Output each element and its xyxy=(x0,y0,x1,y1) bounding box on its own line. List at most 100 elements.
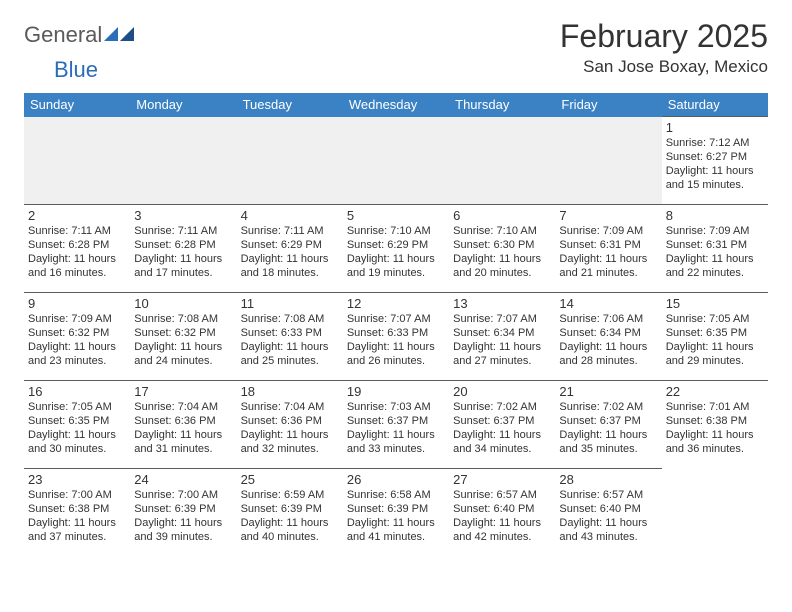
day-cell: 15Sunrise: 7:05 AMSunset: 6:35 PMDayligh… xyxy=(662,293,768,381)
day-cell-blank xyxy=(662,469,768,557)
sunset-text: Sunset: 6:35 PM xyxy=(666,327,764,341)
sunrise-text: Sunrise: 7:09 AM xyxy=(559,225,657,239)
sunset-text: Sunset: 6:28 PM xyxy=(28,239,126,253)
day-cell: 6Sunrise: 7:10 AMSunset: 6:30 PMDaylight… xyxy=(449,205,555,293)
day-number: 21 xyxy=(559,384,657,400)
sunset-text: Sunset: 6:39 PM xyxy=(347,503,445,517)
day-cell: 25Sunrise: 6:59 AMSunset: 6:39 PMDayligh… xyxy=(237,469,343,557)
sunrise-text: Sunrise: 7:10 AM xyxy=(453,225,551,239)
location-subtitle: San Jose Boxay, Mexico xyxy=(560,57,768,77)
sunrise-text: Sunrise: 7:08 AM xyxy=(241,313,339,327)
day-cell: 21Sunrise: 7:02 AMSunset: 6:37 PMDayligh… xyxy=(555,381,661,469)
sunset-text: Sunset: 6:36 PM xyxy=(241,415,339,429)
day-cell: 7Sunrise: 7:09 AMSunset: 6:31 PMDaylight… xyxy=(555,205,661,293)
daylight-text: Daylight: 11 hours and 34 minutes. xyxy=(453,429,551,457)
day-number: 16 xyxy=(28,384,126,400)
daylight-text: Daylight: 11 hours and 27 minutes. xyxy=(453,341,551,369)
sunrise-text: Sunrise: 6:59 AM xyxy=(241,489,339,503)
sunrise-text: Sunrise: 7:06 AM xyxy=(559,313,657,327)
daylight-text: Daylight: 11 hours and 39 minutes. xyxy=(134,517,232,545)
day-number: 27 xyxy=(453,472,551,488)
daylight-text: Daylight: 11 hours and 24 minutes. xyxy=(134,341,232,369)
sunset-text: Sunset: 6:35 PM xyxy=(28,415,126,429)
day-cell: 2Sunrise: 7:11 AMSunset: 6:28 PMDaylight… xyxy=(24,205,130,293)
day-cell: 12Sunrise: 7:07 AMSunset: 6:33 PMDayligh… xyxy=(343,293,449,381)
daylight-text: Daylight: 11 hours and 20 minutes. xyxy=(453,253,551,281)
sunrise-text: Sunrise: 7:00 AM xyxy=(28,489,126,503)
day-cell-blank xyxy=(130,117,236,205)
sunset-text: Sunset: 6:38 PM xyxy=(28,503,126,517)
daylight-text: Daylight: 11 hours and 16 minutes. xyxy=(28,253,126,281)
sunrise-text: Sunrise: 7:00 AM xyxy=(134,489,232,503)
day-cell: 17Sunrise: 7:04 AMSunset: 6:36 PMDayligh… xyxy=(130,381,236,469)
weekday-header: Wednesday xyxy=(343,93,449,117)
day-cell-blank xyxy=(237,117,343,205)
daylight-text: Daylight: 11 hours and 41 minutes. xyxy=(347,517,445,545)
day-number: 9 xyxy=(28,296,126,312)
sunset-text: Sunset: 6:37 PM xyxy=(347,415,445,429)
daylight-text: Daylight: 11 hours and 26 minutes. xyxy=(347,341,445,369)
sunrise-text: Sunrise: 7:09 AM xyxy=(28,313,126,327)
day-cell: 20Sunrise: 7:02 AMSunset: 6:37 PMDayligh… xyxy=(449,381,555,469)
day-number: 7 xyxy=(559,208,657,224)
day-cell: 28Sunrise: 6:57 AMSunset: 6:40 PMDayligh… xyxy=(555,469,661,557)
sunrise-text: Sunrise: 7:11 AM xyxy=(28,225,126,239)
daylight-text: Daylight: 11 hours and 22 minutes. xyxy=(666,253,764,281)
sunset-text: Sunset: 6:40 PM xyxy=(559,503,657,517)
sunset-text: Sunset: 6:34 PM xyxy=(559,327,657,341)
day-cell: 8Sunrise: 7:09 AMSunset: 6:31 PMDaylight… xyxy=(662,205,768,293)
day-cell: 1Sunrise: 7:12 AMSunset: 6:27 PMDaylight… xyxy=(662,117,768,205)
day-cell: 9Sunrise: 7:09 AMSunset: 6:32 PMDaylight… xyxy=(24,293,130,381)
sunset-text: Sunset: 6:33 PM xyxy=(241,327,339,341)
day-number: 22 xyxy=(666,384,764,400)
day-cell: 14Sunrise: 7:06 AMSunset: 6:34 PMDayligh… xyxy=(555,293,661,381)
day-number: 14 xyxy=(559,296,657,312)
daylight-text: Daylight: 11 hours and 19 minutes. xyxy=(347,253,445,281)
day-cell-blank xyxy=(449,117,555,205)
logo-sail-icon xyxy=(104,27,134,43)
sunset-text: Sunset: 6:34 PM xyxy=(453,327,551,341)
title-block: February 2025 San Jose Boxay, Mexico xyxy=(560,18,768,77)
sunrise-text: Sunrise: 7:02 AM xyxy=(559,401,657,415)
daylight-text: Daylight: 11 hours and 21 minutes. xyxy=(559,253,657,281)
day-number: 24 xyxy=(134,472,232,488)
weekday-header: Friday xyxy=(555,93,661,117)
sunrise-text: Sunrise: 7:07 AM xyxy=(347,313,445,327)
daylight-text: Daylight: 11 hours and 43 minutes. xyxy=(559,517,657,545)
calendar-row: 1Sunrise: 7:12 AMSunset: 6:27 PMDaylight… xyxy=(24,117,768,205)
sunrise-text: Sunrise: 7:02 AM xyxy=(453,401,551,415)
day-cell: 5Sunrise: 7:10 AMSunset: 6:29 PMDaylight… xyxy=(343,205,449,293)
day-number: 28 xyxy=(559,472,657,488)
weekday-header: Saturday xyxy=(662,93,768,117)
sunset-text: Sunset: 6:39 PM xyxy=(241,503,339,517)
day-number: 17 xyxy=(134,384,232,400)
sunrise-text: Sunrise: 7:04 AM xyxy=(241,401,339,415)
daylight-text: Daylight: 11 hours and 32 minutes. xyxy=(241,429,339,457)
day-cell: 16Sunrise: 7:05 AMSunset: 6:35 PMDayligh… xyxy=(24,381,130,469)
sunrise-text: Sunrise: 7:01 AM xyxy=(666,401,764,415)
day-cell-blank xyxy=(555,117,661,205)
day-cell: 26Sunrise: 6:58 AMSunset: 6:39 PMDayligh… xyxy=(343,469,449,557)
sunrise-text: Sunrise: 7:07 AM xyxy=(453,313,551,327)
sunrise-text: Sunrise: 7:10 AM xyxy=(347,225,445,239)
daylight-text: Daylight: 11 hours and 30 minutes. xyxy=(28,429,126,457)
daylight-text: Daylight: 11 hours and 35 minutes. xyxy=(559,429,657,457)
sunrise-text: Sunrise: 7:04 AM xyxy=(134,401,232,415)
logo: General xyxy=(24,18,134,48)
calendar-body: 1Sunrise: 7:12 AMSunset: 6:27 PMDaylight… xyxy=(24,117,768,557)
daylight-text: Daylight: 11 hours and 33 minutes. xyxy=(347,429,445,457)
sunset-text: Sunset: 6:31 PM xyxy=(559,239,657,253)
daylight-text: Daylight: 11 hours and 18 minutes. xyxy=(241,253,339,281)
sunrise-text: Sunrise: 6:58 AM xyxy=(347,489,445,503)
sunset-text: Sunset: 6:31 PM xyxy=(666,239,764,253)
daylight-text: Daylight: 11 hours and 25 minutes. xyxy=(241,341,339,369)
day-cell: 4Sunrise: 7:11 AMSunset: 6:29 PMDaylight… xyxy=(237,205,343,293)
sunset-text: Sunset: 6:39 PM xyxy=(134,503,232,517)
day-number: 18 xyxy=(241,384,339,400)
logo-text-general: General xyxy=(24,22,102,48)
day-number: 11 xyxy=(241,296,339,312)
sunrise-text: Sunrise: 7:05 AM xyxy=(666,313,764,327)
sunrise-text: Sunrise: 7:11 AM xyxy=(241,225,339,239)
day-cell: 19Sunrise: 7:03 AMSunset: 6:37 PMDayligh… xyxy=(343,381,449,469)
sunset-text: Sunset: 6:38 PM xyxy=(666,415,764,429)
